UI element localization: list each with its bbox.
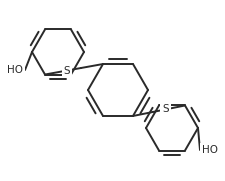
Text: HO: HO [7,65,23,75]
Text: HO: HO [202,145,218,155]
Text: S: S [162,104,169,114]
Text: S: S [64,66,70,75]
